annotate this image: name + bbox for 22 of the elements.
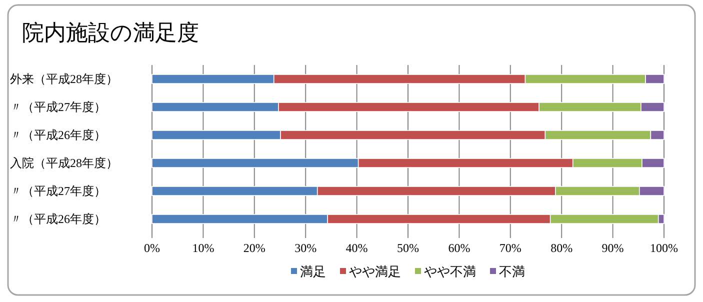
x-tick-label: 20% — [243, 241, 266, 255]
legend-label: やや不満 — [424, 264, 476, 279]
y-tick-label: 〃（平成27年度） — [10, 184, 106, 198]
x-tick-label: 70% — [499, 241, 522, 255]
legend-label: 不満 — [499, 264, 525, 279]
x-tick-label: 50% — [397, 241, 419, 255]
x-tick-label: 100% — [650, 241, 678, 255]
y-tick-label: 〃（平成27年度） — [10, 100, 106, 114]
x-tick-label: 60% — [448, 241, 470, 255]
y-tick-label: 入院（平成28年度） — [10, 156, 118, 170]
y-tick-label: 〃（平成26年度） — [10, 212, 106, 226]
x-tick-label: 0% — [144, 241, 160, 255]
legend-label: やや満足 — [349, 264, 401, 279]
y-tick-label: 〃（平成26年度） — [10, 128, 106, 142]
x-tick-label: 30% — [294, 241, 317, 255]
legend-label: 満足 — [300, 264, 326, 279]
x-tick-label: 10% — [192, 241, 214, 255]
x-tick-label: 80% — [550, 241, 573, 255]
x-tick-label: 90% — [602, 241, 624, 255]
chart-title: 院内施設の満足度 — [22, 20, 199, 45]
x-tick-label: 40% — [346, 241, 368, 255]
y-tick-label: 外来（平成28年度） — [10, 72, 118, 86]
